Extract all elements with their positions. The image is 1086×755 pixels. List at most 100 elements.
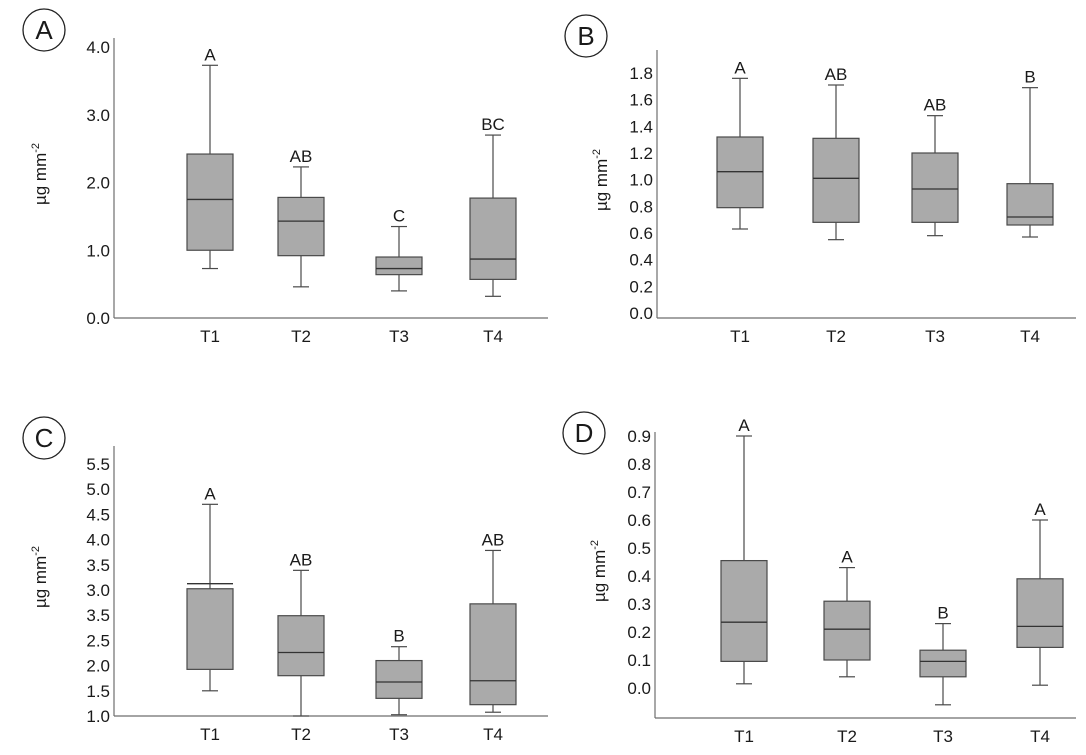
y-axis-title-exponent: -2 (30, 546, 42, 556)
interquartile-box (919, 649, 967, 678)
y-axis-title-exponent: -2 (589, 540, 601, 550)
x-tick-label: T4 (483, 327, 503, 346)
interquartile-box (911, 152, 959, 223)
x-tick-label: T2 (837, 727, 857, 746)
interquartile-box (186, 588, 234, 670)
y-tick-label: 0.1 (627, 651, 651, 670)
y-tick-label: 1.6 (629, 91, 653, 110)
box-t1: A (186, 484, 234, 692)
y-axis-title-exponent: -2 (30, 143, 42, 153)
panel-letter: D (575, 418, 594, 448)
panel-b: B 0.0 0.2 0.4 0.6 0.8 1.0 1.2 1.4 1.6 1.8 µg mm-2 A T… (564, 14, 1076, 346)
y-tick-label: 0.2 (627, 623, 651, 642)
box-t4: BC (469, 115, 517, 297)
box-t1: A (186, 45, 234, 270)
y-tick-label: 3.5 (86, 606, 110, 625)
panel-badge: A (22, 8, 66, 52)
y-tick-label: 2.5 (86, 631, 110, 650)
panel-badge: D (562, 411, 606, 455)
y-tick-label: 3.5 (86, 556, 110, 575)
y-axis-title: µg mm-2 (30, 143, 50, 205)
box-t3: B (919, 604, 967, 706)
x-tick-label: T1 (734, 727, 754, 746)
y-tick-label: 0.9 (627, 427, 651, 446)
box-t2: AB (277, 550, 325, 717)
x-tick-label: T1 (200, 327, 220, 346)
x-tick-label: T3 (389, 725, 409, 744)
x-tick-label: T3 (389, 327, 409, 346)
y-axis-title-unit: µg mm (590, 550, 609, 602)
significance-letter: A (1034, 500, 1046, 519)
significance-letter: AB (290, 147, 313, 166)
y-tick-label: 0.8 (629, 197, 653, 216)
y-tick-label: 0.7 (627, 483, 651, 502)
significance-letter: B (393, 627, 404, 646)
y-axis-title: µg mm-2 (589, 540, 609, 602)
y-tick-label: 0.3 (627, 595, 651, 614)
significance-letter: A (204, 484, 216, 503)
y-tick-label: 0.2 (629, 277, 653, 296)
panel-c: C 1.0 1.5 2.0 2.5 3.5 3.0 3.5 4.0 4.5 5.0 5.5 µg mm-… (22, 416, 548, 744)
x-tick-label: T4 (483, 725, 503, 744)
box-t2: A (823, 548, 871, 678)
significance-letter: A (204, 45, 216, 64)
y-axis-title-exponent: -2 (591, 149, 603, 159)
y-tick-label: 4.5 (86, 505, 110, 524)
y-tick-label: 5.5 (86, 455, 110, 474)
significance-letter: C (393, 207, 405, 226)
panel-d: D 0.0 0.1 0.2 0.3 0.4 0.5 0.6 0.7 0.8 0.9 µg mm-2 A T… (562, 411, 1076, 746)
significance-letter: A (841, 548, 853, 567)
interquartile-box (375, 256, 423, 276)
box-t4: B (1006, 68, 1054, 238)
box-t2: AB (277, 147, 325, 288)
x-tick-label: T2 (826, 327, 846, 346)
panel-badge: B (564, 14, 608, 58)
interquartile-box (1016, 578, 1064, 648)
x-tick-label: T3 (933, 727, 953, 746)
box-t2: AB (812, 65, 860, 241)
x-tick-label: T2 (291, 725, 311, 744)
y-tick-label: 0.6 (629, 224, 653, 243)
box-t3: B (375, 627, 423, 716)
panel-badge-circle (22, 416, 66, 460)
panel-badge-circle (22, 8, 66, 52)
y-tick-label: 3.0 (86, 581, 110, 600)
interquartile-box (716, 136, 764, 209)
significance-letter: AB (482, 530, 505, 549)
box-t3: C (375, 207, 423, 292)
panel-letter: B (577, 21, 594, 51)
y-tick-label: 0.5 (627, 539, 651, 558)
interquartile-box (277, 615, 325, 677)
interquartile-box (1006, 183, 1054, 226)
panel-badge: C (22, 416, 66, 460)
panel-letter: A (35, 15, 53, 45)
box-t4: AB (469, 530, 517, 713)
x-tick-label: T1 (200, 725, 220, 744)
x-tick-label: T3 (925, 327, 945, 346)
significance-letter: BC (481, 115, 505, 134)
y-tick-label: 4.0 (86, 38, 110, 57)
y-tick-label: 1.0 (629, 171, 653, 190)
y-tick-label: 0.8 (627, 455, 651, 474)
y-tick-label: 0.0 (629, 304, 653, 323)
interquartile-box (186, 153, 234, 251)
interquartile-box (277, 196, 325, 257)
y-tick-label: 2.0 (86, 657, 110, 676)
interquartile-box (469, 197, 517, 280)
interquartile-box (469, 603, 517, 706)
y-tick-label: 1.2 (629, 144, 653, 163)
x-tick-label: T4 (1030, 727, 1050, 746)
panel-badge-circle (564, 14, 608, 58)
y-axis-title-unit: µg mm (31, 556, 50, 608)
y-axis-title: µg mm-2 (30, 546, 50, 608)
box-t1: A (720, 416, 768, 685)
box-t3: AB (911, 96, 959, 237)
y-tick-label: 3.0 (86, 106, 110, 125)
interquartile-box (823, 600, 871, 661)
panel-a: A 0.0 1.0 2.0 3.0 4.0 µg mm-2 A T1 AB T2 C T3 BC T4 (22, 8, 548, 346)
y-tick-label: 1.0 (86, 707, 110, 726)
y-axis-title: µg mm-2 (591, 149, 611, 211)
significance-letter: AB (924, 96, 947, 115)
significance-letter: B (1024, 68, 1035, 87)
